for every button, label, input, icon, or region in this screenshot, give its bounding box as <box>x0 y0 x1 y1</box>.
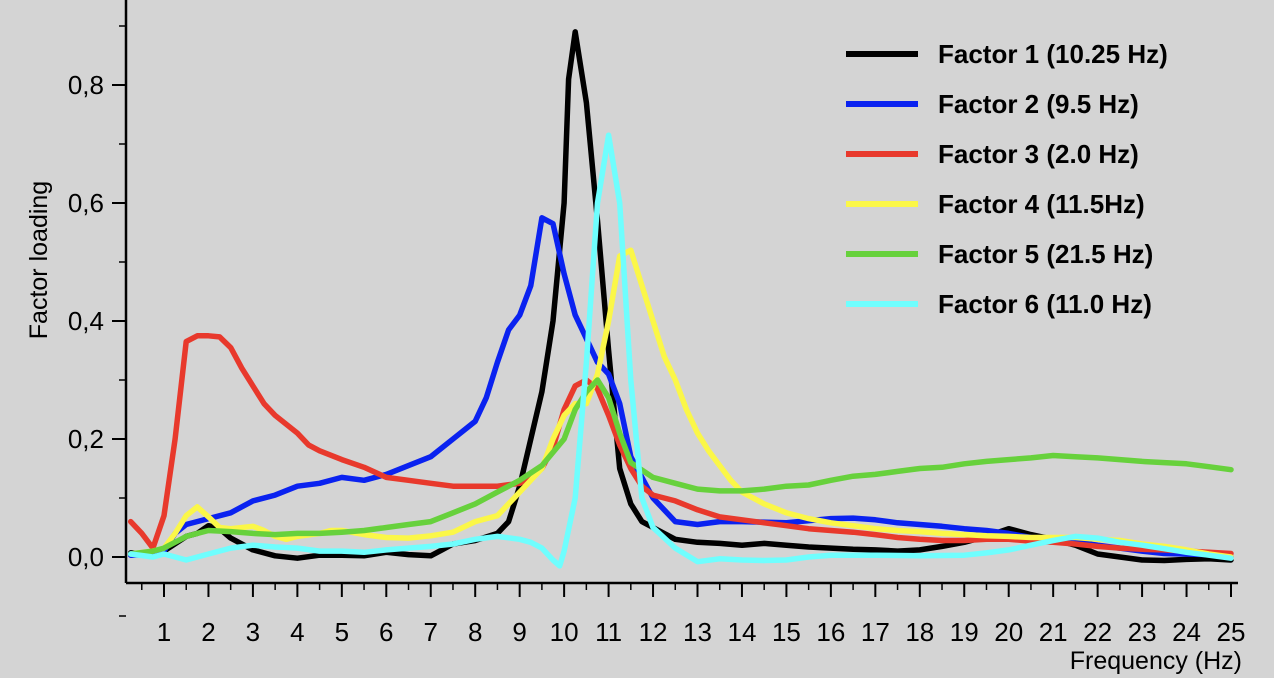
x-tick-label: 9 <box>512 617 526 647</box>
x-tick-label: 6 <box>379 617 393 647</box>
x-tick-label: 4 <box>290 617 304 647</box>
series-line-factor-6 <box>127 132 1234 569</box>
x-tick-label: 2 <box>201 617 215 647</box>
x-tick-label: 17 <box>861 617 890 647</box>
legend-item-factor-2: Factor 2 (9.5 Hz) <box>846 89 1139 119</box>
x-tick-label: 24 <box>1172 617 1201 647</box>
x-tick-label: 5 <box>335 617 349 647</box>
legend: Factor 1 (10.25 Hz) Factor 2 (9.5 Hz) Fact… <box>846 39 1168 319</box>
x-tick-label: 14 <box>727 617 756 647</box>
series-line-factor-1 <box>127 29 1234 564</box>
legend-item-factor-6: Factor 6 (11.0 Hz) <box>846 289 1152 319</box>
x-tick-label: 19 <box>950 617 979 647</box>
x-tick-label: 22 <box>1083 617 1112 647</box>
legend-label: Factor 4 (11.5Hz) <box>938 189 1145 219</box>
legend-item-factor-3: Factor 3 (2.0 Hz) <box>846 139 1139 169</box>
series-layer <box>127 29 1234 569</box>
series-line-factor-5 <box>127 377 1234 557</box>
x-tick-label: 23 <box>1128 617 1157 647</box>
y-tick-label: 0,0 <box>68 542 104 572</box>
legend-label: Factor 6 (11.0 Hz) <box>938 289 1152 319</box>
legend-label: Factor 1 (10.25 Hz) <box>938 39 1168 69</box>
x-tick-label: 1 <box>157 617 171 647</box>
x-tick-label: 7 <box>424 617 438 647</box>
y-axis-title: Factor loading <box>25 181 53 339</box>
legend-label: Factor 5 (21.5 Hz) <box>938 239 1153 269</box>
legend-item-factor-1: Factor 1 (10.25 Hz) <box>846 39 1168 69</box>
x-tick-label: 10 <box>550 617 579 647</box>
y-tick-label: 0,8 <box>68 70 104 100</box>
x-tick-label: 12 <box>639 617 668 647</box>
legend-label: Factor 3 (2.0 Hz) <box>938 139 1139 169</box>
x-tick-label: 16 <box>816 617 845 647</box>
x-tick-label: 3 <box>246 617 260 647</box>
x-tick-label: 21 <box>1039 617 1068 647</box>
x-axis-title: Frequency (Hz) <box>1070 647 1242 675</box>
x-tick-label: 11 <box>595 617 622 647</box>
x-tick-label: 8 <box>468 617 482 647</box>
y-tick-label: 0,6 <box>68 188 104 218</box>
y-tick-label: 0,2 <box>68 424 104 454</box>
x-tick-label: 15 <box>772 617 801 647</box>
legend-label: Factor 2 (9.5 Hz) <box>938 89 1139 119</box>
x-tick-label: 20 <box>994 617 1023 647</box>
x-tick-label: 18 <box>905 617 934 647</box>
x-tick-label: 13 <box>683 617 712 647</box>
y-tick-label: 0,4 <box>68 306 104 336</box>
legend-item-factor-5: Factor 5 (21.5 Hz) <box>846 239 1153 269</box>
x-tick-label: 25 <box>1217 617 1246 647</box>
ticks-layer: 1 2 3 4 5 6 7 8 9 10 11 12 13 14 15 16 17 18 19 20 21 22 23 24 2… <box>68 25 1246 647</box>
legend-item-factor-4: Factor 4 (11.5Hz) <box>846 189 1145 219</box>
